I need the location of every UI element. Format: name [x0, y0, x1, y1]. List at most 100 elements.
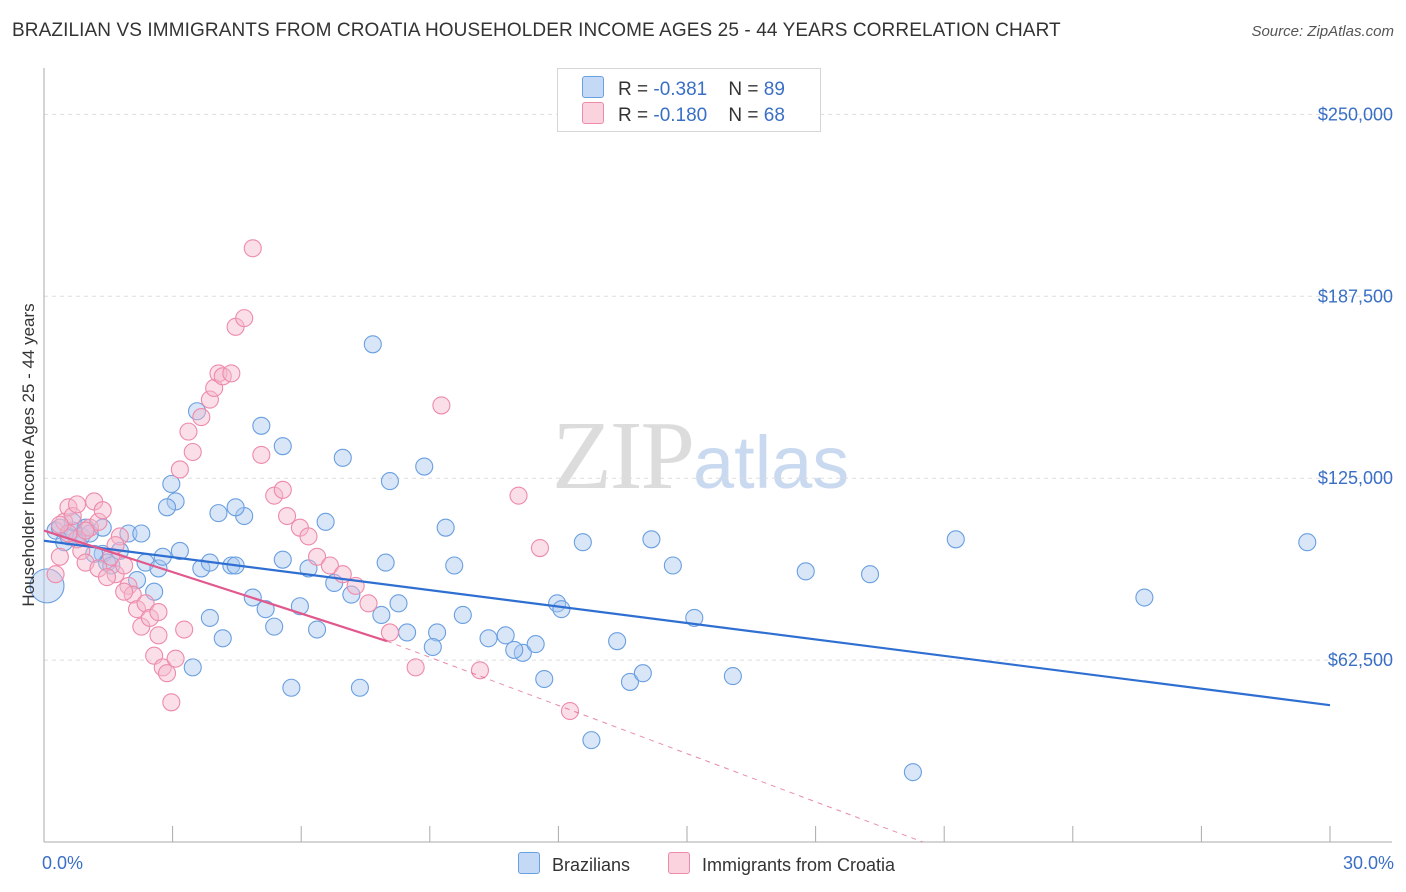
data-point-brazilians: [642, 530, 661, 549]
data-point-brazilians: [633, 664, 652, 683]
data-point-brazilians: [380, 472, 399, 491]
axes: [43, 68, 1392, 843]
bottom-legend-label-brazilians: Brazilians: [552, 855, 631, 875]
data-point-brazilians: [436, 518, 455, 537]
data-point-croatia: [320, 556, 339, 575]
data-point-croatia: [192, 408, 211, 427]
brazilians-points: [29, 335, 1317, 782]
data-point-brazilians: [308, 620, 327, 639]
data-point-croatia: [243, 239, 262, 258]
data-point-croatia: [115, 582, 134, 601]
data-point-croatia: [179, 422, 198, 441]
x-tick-label: 0.0%: [42, 853, 83, 873]
data-point-croatia: [149, 603, 168, 622]
bottom-legend-brazilians: Brazilians: [518, 852, 630, 876]
data-point-croatia: [273, 480, 292, 499]
data-point-brazilians: [1298, 533, 1317, 552]
data-point-croatia: [162, 693, 181, 712]
data-point-croatia: [50, 547, 69, 566]
data-point-brazilians: [526, 635, 545, 654]
data-point-brazilians: [608, 632, 627, 651]
y-axis-title: Householder Income Ages 25 - 44 years: [19, 303, 38, 606]
data-point-croatia: [380, 623, 399, 642]
legend-r-label: R =: [618, 79, 654, 100]
trend-line-croatia: [43, 529, 388, 643]
data-point-brazilians: [183, 658, 202, 677]
bottom-legend-croatia: Immigrants from Croatia: [668, 852, 895, 876]
data-point-croatia: [308, 547, 327, 566]
data-point-brazilians: [903, 763, 922, 782]
data-point-brazilians: [200, 608, 219, 627]
legend-swatch-pink: [582, 102, 604, 124]
data-point-brazilians: [162, 474, 181, 494]
data-point-brazilians: [252, 416, 271, 435]
bottom-legend: Brazilians Immigrants from Croatia: [0, 852, 1406, 878]
data-point-croatia: [530, 538, 550, 558]
data-point-brazilians: [376, 553, 395, 572]
legend-r-label: R =: [618, 105, 654, 126]
source-label: Source: ZipAtlas.com: [1251, 23, 1394, 40]
data-point-brazilians: [505, 640, 524, 659]
data-point-brazilians: [342, 585, 361, 604]
legend: R = -0.381 N = 89 R = -0.180 N = 68: [557, 68, 821, 132]
data-point-brazilians: [496, 626, 515, 645]
data-point-brazilians: [453, 605, 472, 625]
data-point-croatia: [170, 460, 189, 479]
data-point-croatia: [149, 626, 168, 645]
data-point-croatia: [299, 527, 318, 546]
data-point-brazilians: [282, 678, 301, 697]
legend-row-brazilians: R = -0.381 N = 89: [582, 76, 785, 100]
y-tick-label: $250,000: [1318, 104, 1393, 124]
data-point-brazilians: [573, 533, 592, 552]
data-point-croatia: [235, 309, 254, 328]
data-point-brazilians: [582, 731, 601, 750]
data-point-brazilians: [226, 498, 245, 517]
axis-labels: $62,500 $125,000 $187,500 $250,000 0.0% 30.0%…: [19, 104, 1394, 873]
data-point-brazilians: [363, 335, 382, 354]
data-point-brazilians: [946, 530, 965, 549]
data-point-brazilians: [256, 600, 275, 619]
data-point-brazilians: [389, 594, 408, 613]
chart-title: BRAZILIAN VS IMMIGRANTS FROM CROATIA HOU…: [12, 20, 1061, 41]
data-point-croatia: [136, 594, 155, 613]
data-point-brazilians: [170, 541, 189, 561]
data-point-brazilians: [132, 524, 151, 543]
data-point-brazilians: [445, 556, 464, 575]
data-point-brazilians: [265, 617, 284, 636]
legend-n-label: N =: [728, 79, 764, 100]
data-point-brazilians: [415, 457, 434, 476]
data-point-brazilians: [423, 637, 442, 657]
data-point-croatia: [166, 649, 185, 668]
data-point-brazilians: [290, 597, 309, 616]
data-point-brazilians: [333, 448, 352, 467]
bottom-swatch-blue: [518, 852, 540, 874]
data-point-croatia: [93, 501, 112, 520]
y-tick-label: $187,500: [1318, 286, 1393, 306]
data-point-croatia: [183, 442, 202, 462]
data-point-croatia: [560, 701, 580, 721]
watermark-atlas: atlas: [693, 421, 850, 504]
trend-line-brazilians: [43, 539, 1331, 707]
legend-r-value: -0.381: [653, 79, 708, 100]
legend-n-value: 68: [763, 105, 785, 126]
data-point-brazilians: [1135, 588, 1154, 607]
data-point-croatia: [278, 506, 297, 526]
bottom-swatch-pink: [668, 852, 690, 874]
data-point-brazilians: [860, 565, 880, 584]
data-point-croatia: [359, 594, 378, 613]
data-point-brazilians: [273, 437, 292, 456]
data-point-brazilians: [796, 562, 815, 581]
data-point-croatia: [115, 556, 134, 575]
legend-row-croatia: R = -0.180 N = 68: [582, 102, 785, 126]
data-point-brazilians: [685, 608, 704, 627]
data-point-croatia: [252, 445, 271, 464]
legend-swatch-blue: [582, 76, 604, 98]
data-point-croatia: [63, 506, 82, 526]
data-point-brazilians: [316, 512, 335, 531]
data-point-croatia: [175, 620, 194, 639]
data-point-brazilians: [428, 623, 447, 642]
data-point-croatia: [50, 515, 69, 534]
data-point-croatia: [76, 521, 95, 540]
data-point-brazilians: [620, 672, 640, 691]
croatia-points: [46, 239, 580, 721]
